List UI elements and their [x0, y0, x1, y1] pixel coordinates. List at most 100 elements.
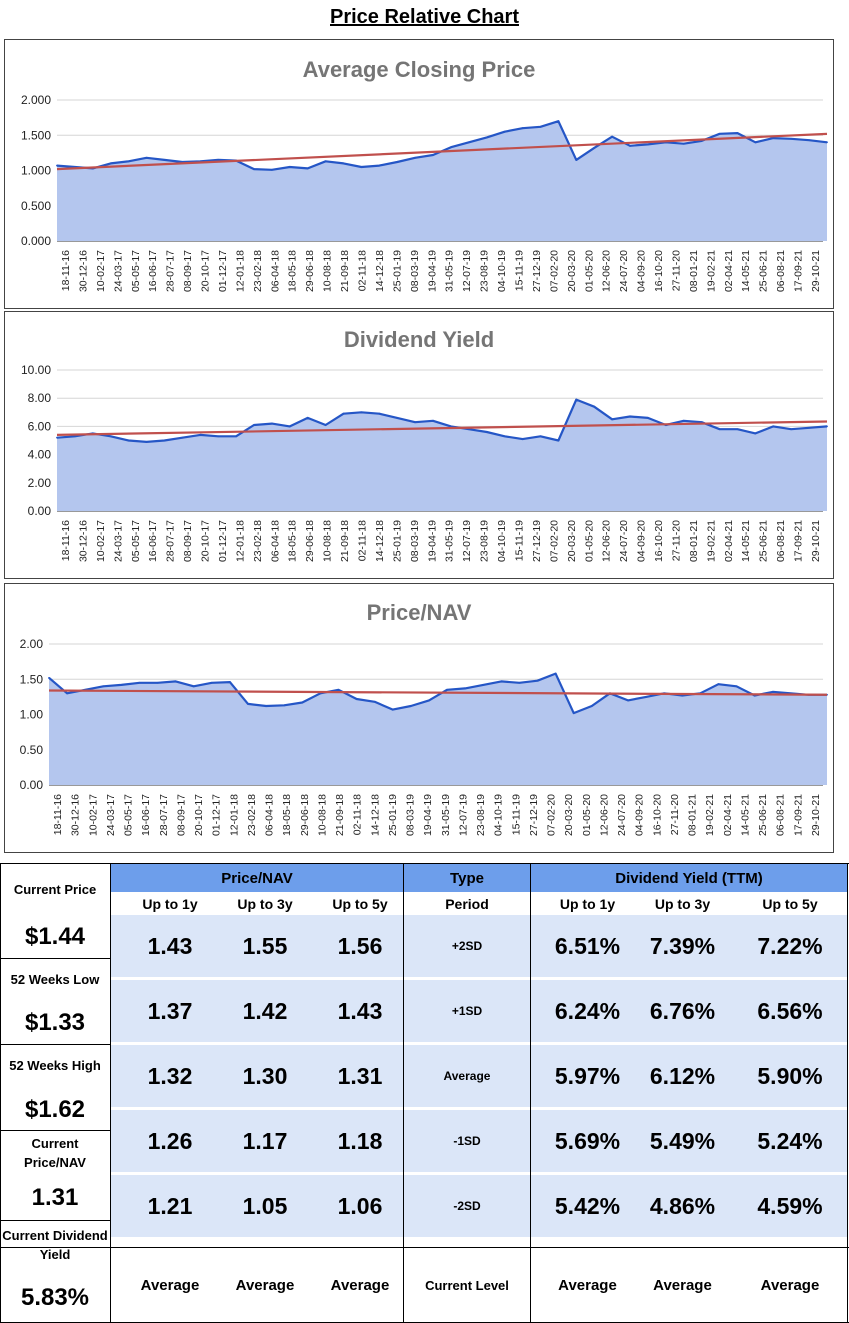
data-point [485, 431, 488, 433]
x-tick-label: 28-07-17 [165, 250, 177, 292]
data-point [301, 701, 304, 704]
chart-dividend-yield: Dividend Yield 0.00 2.00 4.00 6.00 8.00 10.00 1… [4, 311, 834, 579]
x-tick-label: 24-07-20 [616, 794, 628, 836]
trend-line [48, 689, 828, 696]
type-value: -1SD [453, 1134, 481, 1148]
chart-price-nav: Price/NAV 0.00 0.50 1.00 1.50 2.00 18-11-16 30-… [4, 583, 834, 853]
x-tick-label: 16-06-17 [147, 250, 159, 292]
x-tick-label: 10-02-17 [95, 250, 107, 292]
series-line [56, 398, 828, 443]
x-tick-label: 07-02-20 [548, 250, 560, 292]
series-area [49, 673, 827, 785]
dividend-yield-value: 4.59% [757, 1192, 823, 1219]
data-point [772, 137, 775, 139]
data-point [396, 417, 399, 419]
page-title: Price Relative Chart [330, 6, 519, 28]
pnav-value: 1.32 [147, 1062, 193, 1089]
data-point [181, 436, 184, 439]
pnav-sub-1y: Up to 1y [142, 896, 198, 912]
data-point [629, 144, 631, 147]
x-tick-label: 14-05-21 [739, 794, 751, 836]
x-tick-label: 06-08-21 [775, 520, 787, 562]
data-point [647, 417, 649, 419]
x-tick-label: 17-09-21 [793, 520, 805, 562]
data-point [790, 428, 793, 431]
data-point [342, 162, 345, 165]
x-tick-label: 31-05-19 [440, 794, 452, 836]
x-tick-label: 25-01-19 [391, 250, 403, 292]
data-point [127, 439, 130, 442]
data-point [557, 439, 560, 442]
data-point [808, 426, 810, 429]
dividend-yield-value: 6.12% [649, 1062, 716, 1089]
x-tick-label: 19-04-19 [426, 520, 438, 562]
data-point [324, 424, 327, 426]
valuation-table: Price/NAV Type Dividend Yield (TTM) Up t… [0, 863, 849, 1323]
x-tick-label: 24-03-17 [112, 250, 124, 292]
x-tick-label: 06-04-18 [264, 794, 276, 836]
x-tick-label: 04-09-20 [636, 250, 648, 292]
dividend-yield-value: 5.24% [757, 1127, 823, 1154]
x-tick-label: 20-03-20 [563, 794, 575, 836]
x-tick-label: 07-02-20 [546, 794, 558, 836]
x-tick-label: 30-12-16 [70, 794, 82, 836]
y-tick-label: 1.500 [21, 128, 51, 142]
data-point [790, 137, 793, 140]
series-area [57, 121, 827, 241]
current-dy-label: Current Dividend Yield [2, 1228, 108, 1262]
x-tick-label: 04-09-20 [634, 794, 646, 836]
x-tick-label: 05-05-17 [130, 250, 142, 292]
x-tick-label: 24-03-17 [105, 794, 117, 836]
table-row-band [111, 1175, 847, 1237]
x-tick-label: 02-11-18 [357, 250, 369, 291]
high-value: $1.62 [24, 1096, 86, 1123]
data-point [593, 405, 596, 408]
x-tick-label: 31-05-19 [444, 250, 456, 292]
data-point [536, 679, 539, 682]
x-tick-label: 27-11-20 [670, 520, 682, 561]
x-tick-label: 27-12-19 [531, 520, 543, 562]
y-tick-label: 0.000 [21, 234, 51, 248]
data-point [396, 161, 399, 163]
pnav-value: 1.43 [147, 932, 193, 959]
current-price-value: $1.44 [24, 923, 86, 950]
data-point [432, 154, 434, 156]
data-point [503, 130, 506, 133]
x-tick-label: 10-08-18 [322, 520, 334, 562]
data-point [306, 167, 309, 170]
current-level-label: Current Level [425, 1277, 509, 1293]
x-tick-label: 23-02-18 [246, 794, 258, 836]
data-point [718, 428, 721, 431]
x-tick-label: 06-04-18 [269, 250, 281, 292]
x-tick-label: 27-11-20 [670, 250, 682, 291]
x-tick-label: 16-10-20 [651, 794, 663, 836]
data-point [163, 439, 166, 442]
type-value: Average [443, 1069, 491, 1083]
x-tick-label: 12-06-20 [598, 794, 610, 836]
chart-average-closing-price: Average Closing Price 0.000 0.500 1.000 1.50… [4, 39, 834, 309]
data-point [611, 135, 614, 138]
pnav-value: 1.55 [242, 932, 288, 959]
x-tick-label: 12-07-19 [461, 520, 473, 562]
pnav-sub-3y: Up to 3y [237, 896, 293, 912]
dy-current-level: Average [653, 1276, 712, 1294]
x-tick-label: 29-06-18 [304, 250, 316, 292]
current-dy-value: 5.83% [20, 1284, 90, 1311]
data-point [593, 147, 596, 149]
data-point [378, 164, 381, 167]
data-point [283, 704, 286, 707]
chart-title: Dividend Yield [344, 327, 494, 352]
data-point [360, 166, 363, 168]
x-tick-label: 30-12-16 [77, 520, 89, 562]
pnav-value: 1.42 [242, 997, 288, 1024]
pnav-value: 1.56 [337, 932, 383, 959]
x-tick-label: 28-07-17 [165, 520, 177, 562]
data-point [324, 160, 327, 163]
x-tick-label: 01-05-20 [583, 520, 595, 562]
x-tick-label: 12-07-19 [461, 250, 473, 292]
dy-current-level: Average [558, 1276, 617, 1294]
type-header: Type [404, 864, 530, 892]
x-tick-label: 19-04-19 [426, 250, 438, 292]
pnav-sub-5y: Up to 5y [332, 896, 388, 912]
period-label: Period [445, 896, 489, 912]
